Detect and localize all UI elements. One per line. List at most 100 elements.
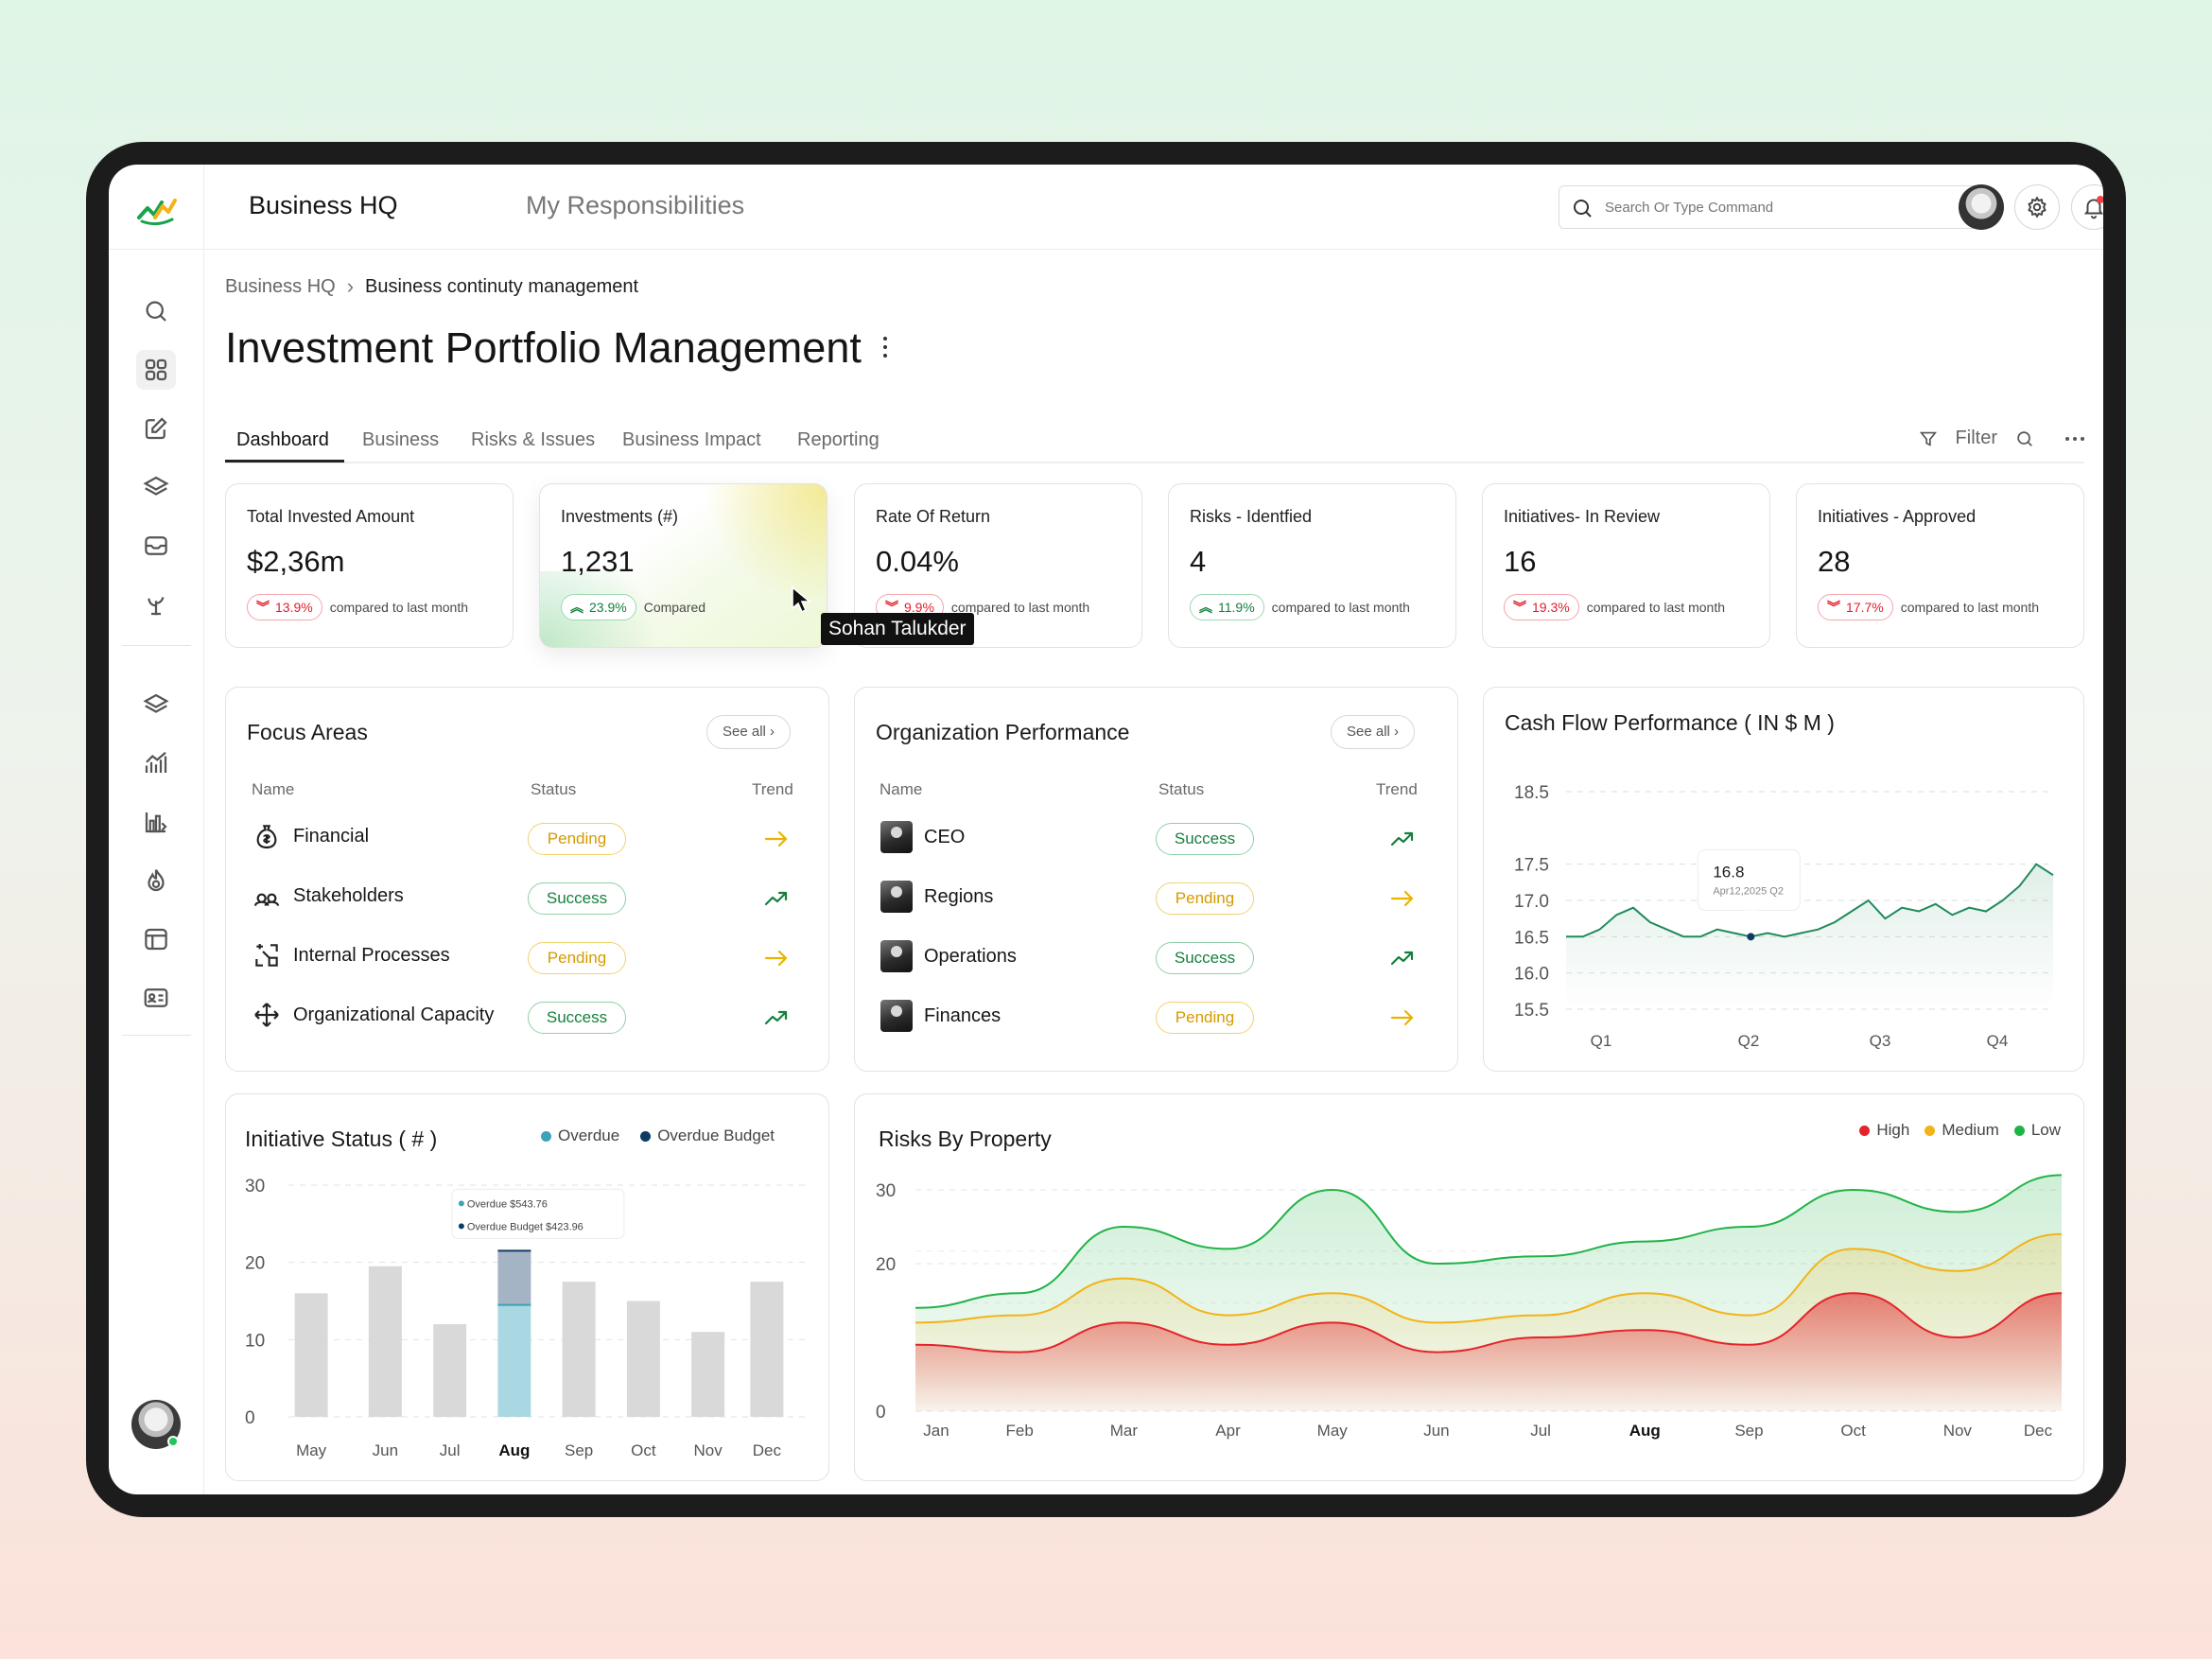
x-tick-label: Sep: [1734, 1422, 1763, 1440]
app-logo-icon[interactable]: [136, 189, 178, 231]
area-high-line[interactable]: [914, 1292, 2063, 1353]
tab-business-impact[interactable]: Business Impact: [622, 429, 761, 450]
see-all-button[interactable]: See all ›: [1331, 715, 1416, 749]
cash-flow-chart[interactable]: 18.5 17.5 17.0 16.5 16.0 15.5 Q1 Q2 Q3 Q4 16.8 Apr1…: [1484, 688, 2084, 1072]
sidebar-bar-chart-icon[interactable]: [136, 802, 176, 842]
bar-overdue[interactable]: [750, 1282, 784, 1417]
app-title[interactable]: Business HQ: [249, 191, 398, 219]
sidebar-separator: [122, 645, 191, 646]
kpi-card[interactable]: Total Invested Amount $2,36m ︾ 13.9% compare…: [225, 483, 514, 648]
bar-overdue[interactable]: [368, 1266, 402, 1417]
breadcrumb-root[interactable]: Business HQ: [225, 275, 336, 297]
person-avatar: [880, 881, 913, 913]
area-point: [1122, 1320, 1125, 1324]
active-tab-indicator: [225, 460, 344, 463]
kpi-card[interactable]: Initiatives - Approved 28 ︾ 17.7% compared t…: [1796, 483, 2084, 648]
focus-area-row[interactable]: Stakeholders: [252, 881, 404, 911]
kpi-card[interactable]: Risks - Identfied 4 ︽ 11.9% compared to last…: [1168, 483, 1456, 648]
sidebar-plant-icon[interactable]: [136, 585, 176, 624]
focus-area-row[interactable]: Organizational Capacity: [252, 1000, 494, 1030]
sidebar-fire-icon[interactable]: [136, 861, 176, 900]
area-point: [1122, 1277, 1125, 1281]
sidebar-layout-icon[interactable]: [136, 919, 176, 959]
kpi-label: Risks - Identfied: [1190, 507, 1313, 526]
area-medium-line[interactable]: [914, 1232, 2063, 1324]
sidebar-search-icon[interactable]: [136, 291, 176, 331]
status-badge: Success: [528, 1002, 626, 1034]
risks-by-property-chart[interactable]: 30 20 0 Jan Feb Mar Apr May Jun Jul Aug Sep Oct Nov De…: [855, 1094, 2084, 1481]
highlighted-point[interactable]: [1747, 933, 1755, 941]
org-row[interactable]: CEO: [880, 821, 965, 853]
org-row[interactable]: Finances: [880, 1000, 1001, 1032]
bar-overdue[interactable]: [691, 1332, 725, 1417]
initiative-status-chart[interactable]: 30 20 10 0 May Jun Jul Overdue $543.76 Overdue B…: [226, 1094, 829, 1481]
tab-risks-issues[interactable]: Risks & Issues: [471, 429, 596, 450]
tab-business[interactable]: Business: [362, 429, 440, 450]
delta-value: 13.9%: [275, 600, 313, 615]
focus-area-row[interactable]: Financial: [252, 821, 369, 851]
x-tick-label: Jun: [373, 1441, 398, 1459]
bar-overdue[interactable]: [294, 1293, 328, 1417]
kpi-card[interactable]: Investments (#) 1,231 ︽ 23.9% Compared: [539, 483, 827, 648]
org-row[interactable]: Regions: [880, 881, 993, 913]
my-responsibilities-link[interactable]: My Responsibilities: [526, 191, 745, 219]
area-point: [1018, 1351, 1021, 1354]
sidebar-inbox-icon[interactable]: [136, 526, 176, 566]
x-tick-label: Dec: [2024, 1422, 2053, 1440]
command-search[interactable]: [1559, 185, 1980, 229]
tab-reporting[interactable]: Reporting: [797, 429, 880, 450]
x-tick-label: May: [296, 1441, 327, 1459]
area-low-line[interactable]: [914, 1174, 2063, 1309]
area-point: [2060, 1173, 2064, 1177]
profile-avatar[interactable]: [1959, 184, 2004, 230]
tooltip-date: Apr12,2025 Q2: [1713, 885, 1784, 897]
sidebar-id-card-icon[interactable]: [136, 978, 176, 1018]
line-point: [1867, 899, 1871, 902]
see-all-button[interactable]: See all ›: [706, 715, 792, 749]
more-horizontal-icon[interactable]: [2065, 436, 2084, 441]
tab-dashboard[interactable]: Dashboard: [236, 429, 329, 450]
x-tick-label: Q3: [1870, 1032, 1891, 1050]
process-icon: [255, 944, 278, 967]
line-point: [1614, 913, 1618, 917]
kpi-card[interactable]: Initiatives- In Review 16 ︾ 19.3% compared t…: [1482, 483, 1770, 648]
filter-button[interactable]: Filter: [1955, 428, 1997, 448]
focus-area-row[interactable]: Internal Processes: [252, 940, 450, 970]
x-tick-label: Jan: [923, 1422, 949, 1440]
delta-value: 17.7%: [1846, 600, 1884, 615]
search-input[interactable]: [1605, 196, 1964, 218]
x-tick-label: Q1: [1591, 1032, 1612, 1050]
line-point: [1698, 934, 1702, 938]
area-point: [1227, 1343, 1230, 1347]
bar-overdue[interactable]: [562, 1282, 596, 1417]
device-frame: Business HQ My Responsibilities Business…: [86, 142, 2126, 1517]
sidebar-dashboard-icon[interactable]: [136, 350, 176, 390]
line-point: [1598, 928, 1602, 932]
status-badge: Success: [1156, 942, 1254, 974]
sidebar-stack-icon[interactable]: [136, 685, 176, 725]
bar-overdue[interactable]: [433, 1324, 467, 1417]
org-row[interactable]: Operations: [880, 940, 1017, 972]
sidebar-edit-icon[interactable]: [136, 409, 176, 448]
delta-value: 19.3%: [1532, 600, 1570, 615]
search-icon[interactable]: [2014, 428, 2035, 449]
area-point: [1539, 1254, 1542, 1258]
bar-overdue[interactable]: [626, 1301, 660, 1418]
more-options-icon[interactable]: [881, 337, 889, 363]
delta-note: Compared: [643, 600, 706, 615]
area-point: [1643, 1240, 1646, 1244]
filter-icon[interactable]: [1918, 428, 1939, 449]
sidebar-analytics-icon[interactable]: [136, 743, 176, 783]
settings-button[interactable]: [2014, 184, 2060, 230]
line-point: [1917, 910, 1921, 914]
kpi-footer: ︽ 23.9% Compared: [561, 594, 705, 620]
notifications-button[interactable]: [2071, 184, 2103, 230]
sidebar-layers-icon[interactable]: [136, 467, 176, 507]
person-avatar: [880, 940, 913, 972]
bar-overdue-budget[interactable]: [497, 1250, 531, 1305]
line-point: [1716, 928, 1719, 932]
y-tick-label: 15.5: [1514, 1001, 1549, 1021]
bar-overdue[interactable]: [497, 1304, 531, 1417]
kpi-card[interactable]: Rate Of Return 0.04% ︾ 9.9% compared to last…: [854, 483, 1142, 648]
x-tick-label: Q2: [1738, 1032, 1760, 1050]
